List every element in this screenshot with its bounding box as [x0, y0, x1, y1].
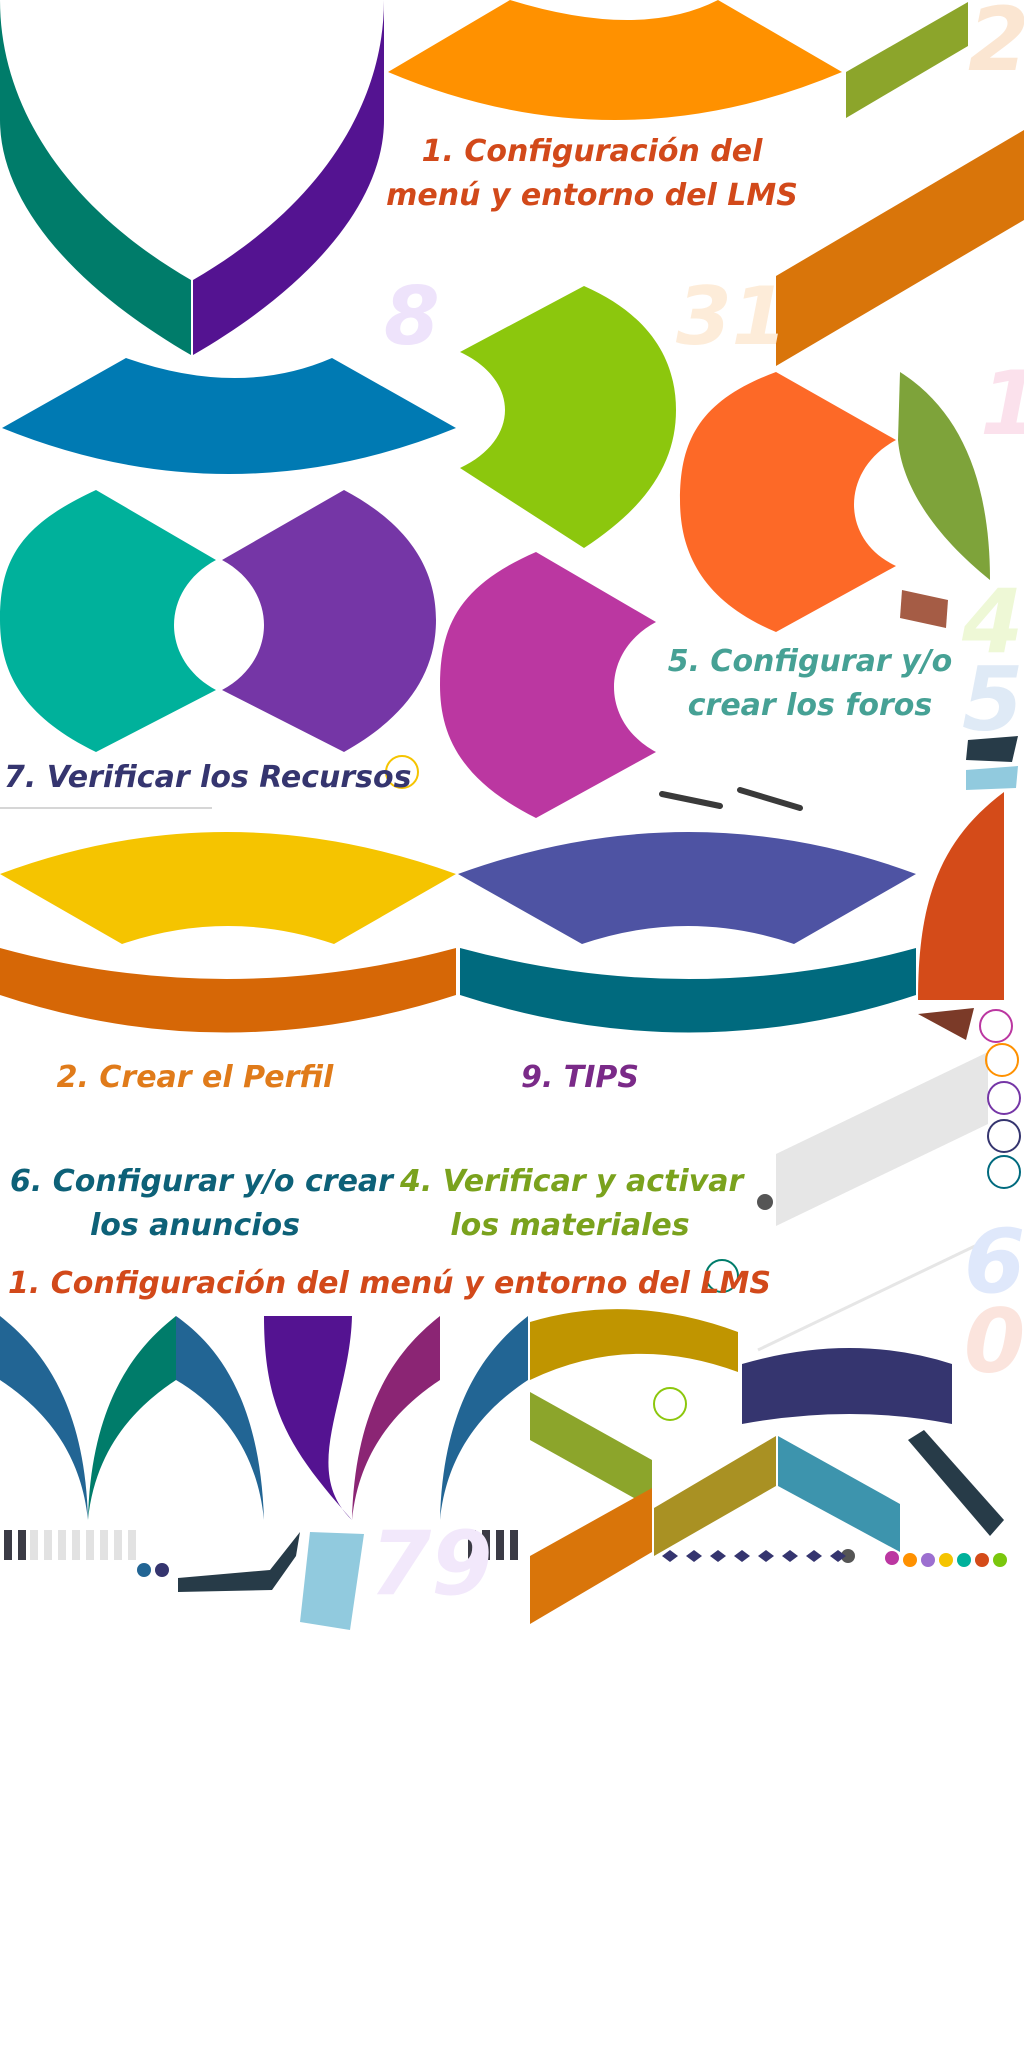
outline-circle-5: [987, 1155, 1021, 1189]
anuncios-label-line2: los anuncios: [89, 1207, 301, 1243]
red-orange-arc-shape: [918, 792, 1004, 1000]
purple-half-leaf-shape: [193, 0, 384, 355]
thin-line-shape: [757, 1232, 1001, 1352]
charcoal-curve-shape: [178, 1532, 300, 1592]
outline-circle-2: [985, 1043, 1019, 1077]
materiales-label-line1: 4. Verificar y activar: [400, 1164, 744, 1199]
gray-dot: [757, 1194, 773, 1210]
dot-blue: [137, 1563, 151, 1577]
dot-teal: [957, 1553, 971, 1567]
config-menu-full-label: 1. Configuración del menú y entorno del …: [8, 1266, 771, 1301]
perfil-label: 2. Crear el Perfil: [56, 1060, 334, 1095]
navy-arc-shape: [742, 1348, 952, 1424]
light-gray-parallelogram-shape: [776, 1052, 988, 1226]
purple-half-leaf-shape-2: [264, 1316, 352, 1520]
orange-arc-banner-shape: [388, 0, 842, 120]
foros-label-line1: 5. Configurar y/o: [667, 644, 953, 679]
outline-circle-4: [987, 1119, 1021, 1153]
dot-gray: [841, 1549, 855, 1563]
teal-eye-half-shape: [0, 490, 216, 752]
line-strip: [659, 787, 803, 811]
outline-circle-3: [987, 1081, 1021, 1115]
light-blue-swoosh-shape: [966, 766, 1018, 790]
foros-label: 5. Configurar y/o crear los foros: [660, 640, 960, 727]
blue-half-leaf-shape-2: [176, 1316, 264, 1520]
materiales-label-line2: los materiales: [450, 1207, 690, 1243]
magenta-eye-half-shape: [440, 552, 656, 818]
config-menu-label-line2: menú y entorno del LMS: [386, 177, 798, 213]
diamond-strip: [662, 1550, 846, 1562]
config-menu-label: 1. Configuración del menú y entorno del …: [384, 130, 800, 217]
rust-parallelogram-shape: [776, 130, 1024, 366]
anuncios-label-line1: 6. Configurar y/o crear: [10, 1164, 393, 1199]
plum-half-leaf-shape: [352, 1316, 440, 1520]
dot-magenta: [885, 1551, 899, 1565]
faded-number-79: 79: [370, 1512, 493, 1615]
dark-stripe-strip: [4, 1530, 518, 1560]
olive-parallelogram-shape-2: [530, 1392, 652, 1508]
teal-half-leaf-shape: [0, 0, 191, 355]
faded-number-4: 4: [962, 570, 1024, 673]
charcoal-diagonal-shape: [908, 1430, 1004, 1536]
outline-circle-1: [979, 1009, 1013, 1043]
lime-eye-half-shape: [460, 286, 676, 548]
faded-number-2: 2: [968, 0, 1024, 91]
config-menu-label-line1: 1. Configuración del: [421, 134, 763, 169]
brown-swoosh-shape: [918, 1008, 974, 1040]
faded-number-5: 5: [962, 648, 1024, 751]
anuncios-label: 6. Configurar y/o crear los anuncios: [10, 1160, 393, 1247]
dot-navy: [155, 1563, 169, 1577]
indigo-arc-banner-shape: [458, 832, 916, 944]
orange-parallelogram-shape-2: [530, 1488, 652, 1624]
dot-lilac: [921, 1553, 935, 1567]
steel-blue-parallelogram-shape: [778, 1436, 900, 1552]
recursos-label: 7. Verificar los Recursos: [4, 760, 412, 795]
blue-half-leaf-shape-3: [440, 1316, 528, 1520]
charcoal-swoosh-shape: [966, 736, 1018, 762]
olive-parallelogram-shape: [846, 2, 968, 118]
outline-circle-teal: [705, 1259, 739, 1293]
olive-leaf-stripe-shape: [898, 372, 990, 580]
dot-green: [993, 1553, 1007, 1567]
brown-block-shape: [900, 590, 948, 628]
violet-eye-half-shape: [222, 490, 436, 752]
materiales-label: 4. Verificar y activar los materiales: [400, 1160, 744, 1247]
gray-stripe-strip: [30, 1530, 136, 1560]
light-blue-block-shape: [300, 1532, 364, 1630]
faded-number-31: 31: [676, 270, 788, 363]
faded-number-0: 0: [964, 1290, 1024, 1393]
outline-circle-gold: [385, 755, 419, 789]
faded-number-8: 8: [384, 270, 440, 363]
outline-circle-olive: [653, 1387, 687, 1421]
faded-number-1: 1: [980, 352, 1024, 455]
dot-orange: [903, 1553, 917, 1567]
yellow-arc-banner-shape: [0, 832, 456, 944]
blue-arc-banner-shape: [2, 358, 456, 474]
foros-label-line2: crear los foros: [687, 687, 933, 723]
faded-number-6: 6: [964, 1210, 1024, 1313]
dot-yellow: [939, 1553, 953, 1567]
tips-label: 9. TIPS: [521, 1060, 639, 1095]
mustard-arc-shape: [530, 1309, 738, 1380]
olive-dark-parallelogram-shape: [654, 1436, 776, 1556]
orange-red-eye-half-shape: [680, 372, 896, 632]
teal-half-leaf-shape-2: [88, 1316, 176, 1520]
dot-red: [975, 1553, 989, 1567]
blue-half-leaf-shape-1: [0, 1316, 88, 1520]
burnt-orange-band-shape: [0, 948, 456, 1033]
petrol-band-shape: [460, 948, 916, 1033]
